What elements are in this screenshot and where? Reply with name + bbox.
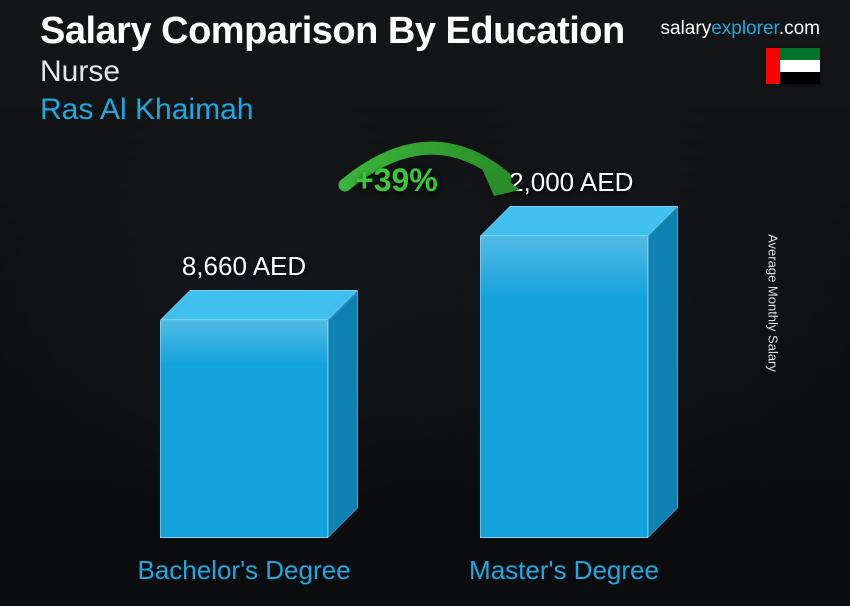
brand-logo: salaryexplorer.com (661, 18, 820, 40)
uae-flag-icon (766, 48, 820, 84)
bar-value: 8,660 AED (182, 251, 306, 282)
brand-prefix: salary (661, 18, 712, 39)
brand-suffix: .com (779, 18, 820, 39)
flag-stripe-green (780, 48, 820, 60)
bar-bachelors: 8,660 AED Bachelor's Degree (160, 320, 328, 538)
location: Ras Al Khaimah (40, 93, 820, 127)
brand-mid: explorer (711, 18, 779, 39)
bar-masters: 12,000 AED Master's Degree (480, 236, 648, 538)
job-title: Nurse (40, 55, 820, 89)
bar-label: Master's Degree (469, 555, 659, 586)
bar-label: Bachelor's Degree (137, 555, 350, 586)
flag-stripe-black (780, 72, 820, 84)
bar-top (160, 290, 358, 320)
bar-side (648, 206, 678, 538)
bar-front (480, 236, 648, 538)
percent-increase: +39% (355, 162, 438, 199)
bar-front (160, 320, 328, 538)
flag-bar-red (766, 48, 780, 84)
flag-stripe-white (780, 60, 820, 72)
y-axis-label: Average Monthly Salary (766, 234, 781, 372)
bar-side (328, 290, 358, 538)
